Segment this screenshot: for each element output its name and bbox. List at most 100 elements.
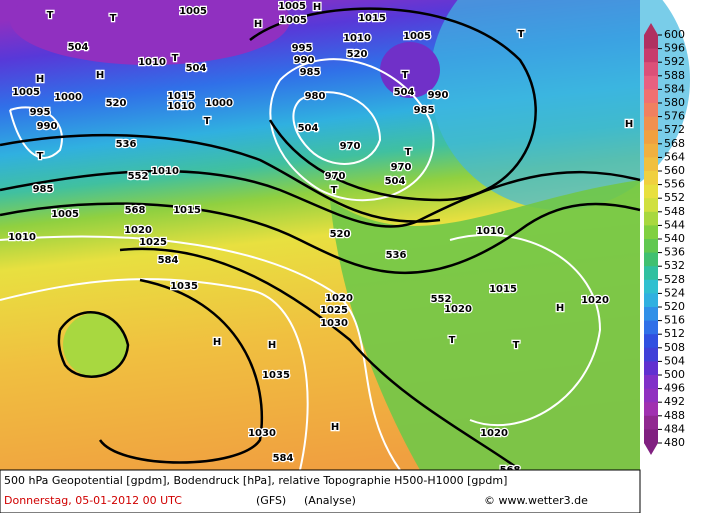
map-label: 985 <box>414 105 435 116</box>
colorbar-label: 588 <box>664 69 685 82</box>
colorbar-label: 528 <box>664 273 685 286</box>
colorbar-band <box>644 388 658 403</box>
colorbar-band <box>644 239 658 254</box>
colorbar-label: 512 <box>664 327 685 340</box>
colorbar-label: 576 <box>664 110 685 123</box>
map-label: 1005 <box>278 1 306 12</box>
colorbar-band <box>644 48 658 63</box>
colorbar-band <box>644 75 658 90</box>
map-label: 552 <box>128 171 149 182</box>
footer-run: (Analyse) <box>304 494 356 507</box>
map-label: T <box>405 147 412 158</box>
map-label: 504 <box>186 63 207 74</box>
map-label: 1030 <box>320 318 348 329</box>
map-label: H <box>268 340 276 351</box>
map-label: 995 <box>30 107 51 118</box>
map-label: T <box>449 335 456 346</box>
map-label: 970 <box>325 171 346 182</box>
colorbar-label: 500 <box>664 368 685 381</box>
map-label: 1010 <box>343 33 371 44</box>
colorbar-tip <box>644 443 658 455</box>
map-label: 504 <box>298 123 319 134</box>
footer-date: Donnerstag, 05-01-2012 00 UTC <box>4 494 182 507</box>
map-label: 1025 <box>139 237 167 248</box>
map-label: H <box>331 422 339 433</box>
colorbar-band <box>644 184 658 199</box>
colorbar-band <box>644 225 658 240</box>
colorbar-label: 600 <box>664 28 685 41</box>
footer-credit: © www.wetter3.de <box>484 494 588 507</box>
map-label: 1035 <box>170 281 198 292</box>
map-label: 985 <box>33 184 54 195</box>
colorbar-label: 532 <box>664 259 685 272</box>
colorbar-label: 544 <box>664 218 685 231</box>
colorbar-label: 516 <box>664 314 685 327</box>
colorbar-label: 592 <box>664 55 685 68</box>
map-label: H <box>556 303 564 314</box>
map-label: 504 <box>394 87 415 98</box>
map-label: 1000 <box>54 92 82 103</box>
map-label: 1015 <box>167 91 195 102</box>
map-label: H <box>313 2 321 13</box>
colorbar-tip <box>644 23 658 35</box>
colorbar-band <box>644 130 658 145</box>
footer-description: 500 hPa Geopotential [gpdm], Bodendruck … <box>4 474 507 487</box>
map-label: T <box>172 53 179 64</box>
colorbar-band <box>644 211 658 226</box>
map-label: 1020 <box>124 225 152 236</box>
map-label: 536 <box>386 250 407 261</box>
map-label: 1020 <box>325 293 353 304</box>
map-label: 536 <box>116 139 137 150</box>
colorbar-label: 524 <box>664 286 685 299</box>
map-label: 1005 <box>179 6 207 17</box>
map-label: 1005 <box>279 15 307 26</box>
colorbar-label: 596 <box>664 42 685 55</box>
colorbar-label: 520 <box>664 300 685 313</box>
colorbar-label: 568 <box>664 137 685 150</box>
map-label: 1005 <box>51 209 79 220</box>
map-label: 970 <box>391 162 412 173</box>
map-label: 980 <box>305 91 326 102</box>
map-label: 1010 <box>167 101 195 112</box>
map-label: 1005 <box>12 87 40 98</box>
map-label: 1020 <box>581 295 609 306</box>
map-label: T <box>518 29 525 40</box>
map-label: 1010 <box>8 232 36 243</box>
map-label: 990 <box>37 121 58 132</box>
map-label: 1010 <box>151 166 179 177</box>
colorbar-band <box>644 375 658 390</box>
colorbar-band <box>644 293 658 308</box>
map-label: 995 <box>292 43 313 54</box>
map-label: T <box>402 70 409 81</box>
map-label: H <box>625 119 633 130</box>
colorbar-band <box>644 347 658 362</box>
map-label: 504 <box>68 42 89 53</box>
colorbar-band <box>644 157 658 172</box>
map-label: 1020 <box>444 304 472 315</box>
map-label: 1000 <box>205 98 233 109</box>
colorbar-band <box>644 266 658 281</box>
map-label: 584 <box>273 453 294 464</box>
colorbar-label: 564 <box>664 150 685 163</box>
map-label: 990 <box>428 90 449 101</box>
colorbar-band <box>644 143 658 158</box>
map-label: 520 <box>347 49 368 60</box>
colorbar-label: 480 <box>664 436 685 449</box>
colorbar-band <box>644 35 658 50</box>
colorbar-label: 548 <box>664 205 685 218</box>
map-label: T <box>513 340 520 351</box>
map-label: 1010 <box>476 226 504 237</box>
colorbar-band <box>644 402 658 417</box>
map-label: T <box>204 116 211 127</box>
colorbar-label: 584 <box>664 82 685 95</box>
colorbar-label: 556 <box>664 178 685 191</box>
colorbar-label: 488 <box>664 409 685 422</box>
colorbar-band <box>644 89 658 104</box>
map-label: 552 <box>431 294 452 305</box>
map-label: T <box>47 10 54 21</box>
footer-box <box>0 469 641 514</box>
colorbar-label: 540 <box>664 232 685 245</box>
map-label: 1035 <box>262 370 290 381</box>
colorbar-label: 552 <box>664 191 685 204</box>
